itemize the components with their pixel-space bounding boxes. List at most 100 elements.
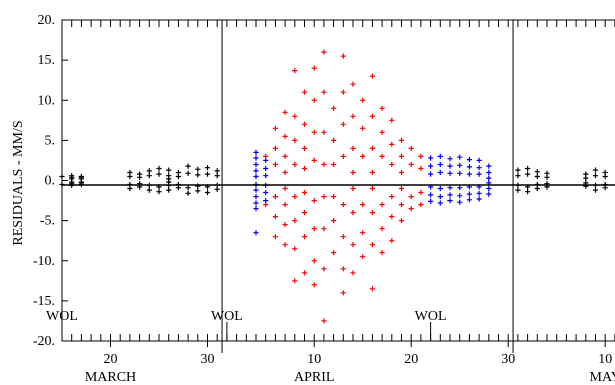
data-point-red (292, 161, 298, 168)
data-point-blue (466, 171, 472, 177)
data-point-blue (437, 200, 443, 206)
data-point-red (379, 129, 385, 135)
data-point-red (321, 226, 327, 232)
y-axis-label: RESIDUALS - MM/S (11, 120, 26, 245)
data-point-red (321, 129, 327, 135)
data-point-black (515, 167, 521, 173)
data-point-red (350, 145, 356, 151)
data-point-blue (428, 192, 434, 198)
data-point-black (534, 169, 540, 175)
data-point-blue (253, 155, 259, 161)
data-point-red (389, 214, 395, 220)
data-point-red (282, 133, 288, 139)
data-point-black (525, 165, 531, 172)
data-point-black (127, 185, 133, 192)
data-point-red (398, 137, 405, 143)
y-tick-label: -10. (33, 254, 55, 269)
y-tick-label: 15. (38, 53, 56, 68)
data-point-red (331, 218, 337, 224)
data-point-red (272, 145, 278, 151)
data-point-blue (447, 192, 453, 198)
data-point-red (369, 185, 375, 192)
x-tick-label: 10 (307, 352, 321, 367)
data-point-red (272, 125, 278, 131)
data-point-blue (253, 149, 259, 155)
data-point-blue (263, 189, 269, 196)
data-point-red (350, 81, 356, 87)
station-marker-label: WOL (415, 309, 447, 324)
data-point-blue (486, 175, 492, 181)
data-point-black (204, 171, 211, 177)
data-point-red (292, 246, 298, 252)
data-point-red (379, 105, 385, 111)
station-marker-label: WOL (211, 309, 243, 324)
data-point-red (398, 202, 405, 208)
data-point-blue (457, 199, 463, 205)
data-point-blue (263, 173, 269, 179)
data-point-blue (447, 170, 453, 176)
data-point-red (331, 250, 337, 256)
data-point-blue (253, 187, 259, 193)
plot-frame (61, 19, 615, 342)
data-point-blue (457, 154, 463, 160)
data-point-red (331, 137, 337, 143)
data-point-red (311, 198, 317, 204)
data-point-red (263, 153, 269, 159)
data-point-red (282, 202, 288, 208)
data-point-blue (476, 190, 482, 196)
data-point-red (340, 89, 346, 95)
data-point-red (369, 169, 375, 176)
data-point-black (195, 188, 201, 194)
data-point-black (583, 175, 589, 181)
data-point-blue (253, 206, 259, 212)
data-point-blue (486, 169, 492, 176)
x-tick-label: 10 (598, 352, 612, 367)
data-point-black (146, 173, 152, 179)
data-point-red (311, 97, 317, 103)
month-label: MARCH (85, 370, 136, 385)
data-point-red (389, 238, 395, 244)
data-point-red (398, 169, 405, 176)
data-point-black (166, 179, 172, 185)
data-point-red (282, 153, 288, 159)
data-point-blue (428, 171, 434, 177)
data-point-blue (253, 194, 259, 200)
data-point-blue (437, 194, 443, 200)
data-point-red (389, 141, 395, 147)
data-point-red (301, 165, 308, 172)
data-point-black (146, 187, 152, 193)
data-point-blue (486, 163, 492, 169)
data-point-red (321, 161, 327, 168)
data-point-blue (476, 171, 482, 177)
data-point-black (534, 185, 540, 192)
data-point-red (331, 194, 337, 200)
data-point-red (369, 73, 375, 79)
data-point-red (301, 210, 308, 216)
y-tick-labels: 20. 15. 10. 5. 0. -5. -10. -15. -20. (33, 13, 68, 349)
data-point-black (592, 173, 599, 179)
data-point-black (156, 171, 162, 177)
residual-points (59, 49, 608, 324)
data-point-black (214, 173, 220, 179)
data-point-red (389, 194, 395, 200)
y-tick-label: -20. (33, 334, 55, 349)
data-point-red (301, 234, 308, 240)
data-point-red (321, 49, 327, 55)
data-point-black (515, 187, 521, 193)
data-point-red (311, 282, 317, 288)
data-point-black (78, 173, 84, 180)
data-point-black (137, 174, 143, 180)
data-point-red (331, 161, 337, 168)
data-point-red (321, 89, 327, 95)
data-point-blue (486, 185, 492, 192)
data-point-red (301, 145, 308, 151)
month-label: MAY (590, 370, 615, 385)
data-point-red (321, 194, 327, 200)
data-point-black (185, 185, 191, 191)
data-point-blue (437, 185, 443, 192)
data-point-blue (476, 196, 482, 202)
data-point-black (534, 173, 540, 180)
data-point-black (515, 173, 521, 179)
data-point-red (350, 169, 356, 176)
data-point-red (292, 68, 298, 74)
